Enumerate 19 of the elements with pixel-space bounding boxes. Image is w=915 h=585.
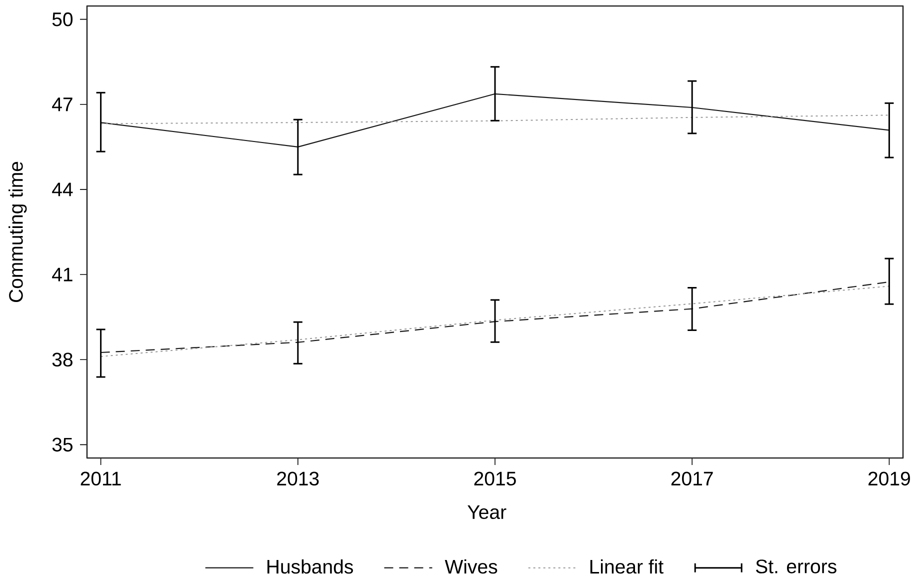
- y-tick-label: 41: [52, 268, 72, 282]
- y-tick-label: 47: [52, 98, 72, 112]
- x-tick-label: 2013: [277, 472, 319, 486]
- x-tick-label: 2019: [868, 472, 910, 486]
- line-series: [100, 93, 890, 148]
- y-tick-label: 50: [52, 12, 73, 26]
- legend-label: Husbands: [267, 559, 353, 574]
- x-tick-label: 2017: [671, 472, 713, 486]
- x-tick-label: 2011: [80, 472, 121, 486]
- legend-label: Wives: [444, 559, 498, 574]
- x-tick-label: 2015: [474, 472, 516, 486]
- x-axis-title: Year: [468, 505, 506, 520]
- text: St. errors: [756, 560, 836, 574]
- y-axis-title: Commuting time: [8, 162, 27, 302]
- y-tick-label: 38: [52, 352, 72, 367]
- y-tick-label: 44: [52, 182, 73, 196]
- y-tick-label: 35: [52, 438, 72, 452]
- legend-label: Linear fit: [590, 559, 664, 574]
- line-series: [100, 114, 890, 124]
